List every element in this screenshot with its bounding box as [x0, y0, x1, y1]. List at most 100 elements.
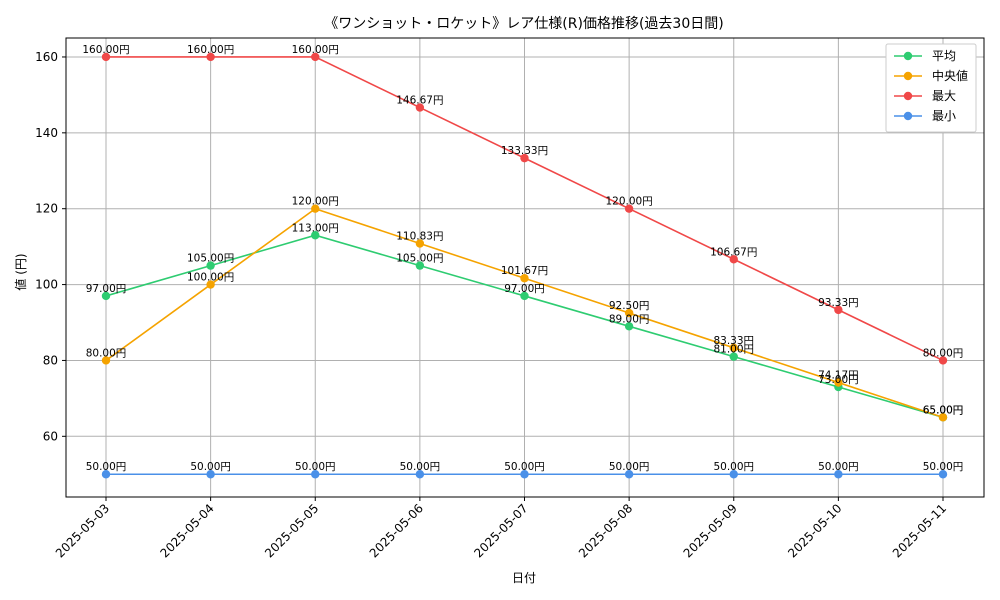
data-label: 50.00円	[818, 461, 859, 473]
data-label: 83.33円	[713, 335, 754, 347]
legend-item: 最小	[894, 109, 956, 123]
data-label: 120.00円	[606, 196, 653, 208]
series-0	[101, 231, 948, 422]
data-label: 110.83円	[396, 230, 443, 242]
data-label: 106.67円	[710, 246, 757, 258]
data-point	[311, 52, 320, 62]
data-label: 89.00円	[609, 313, 650, 325]
data-label: 80.00円	[923, 347, 964, 359]
legend-marker	[903, 51, 913, 61]
data-label: 97.00円	[86, 283, 127, 295]
data-label: 105.00円	[187, 253, 234, 265]
data-point	[206, 470, 215, 479]
data-point	[729, 470, 738, 479]
data-point	[938, 356, 948, 365]
data-label: 120.00円	[292, 196, 339, 208]
legend-marker	[903, 91, 913, 101]
data-label: 160.00円	[82, 44, 129, 56]
data-label: 50.00円	[504, 461, 545, 473]
y-tick-label: 80	[43, 353, 58, 367]
data-point	[520, 291, 529, 301]
data-label: 50.00円	[295, 461, 336, 473]
y-tick-label: 160	[35, 50, 58, 64]
data-label: 97.00円	[504, 283, 545, 295]
legend-label: 最小	[932, 109, 956, 123]
data-point	[938, 470, 948, 479]
data-point	[311, 204, 320, 213]
legend-label: 平均	[932, 49, 956, 63]
series-1	[101, 204, 948, 422]
data-point	[624, 470, 634, 479]
data-point	[206, 261, 215, 270]
legend-label: 中央値	[932, 68, 968, 83]
data-label: 50.00円	[190, 461, 231, 473]
data-label: 133.33円	[501, 145, 548, 157]
data-point	[520, 153, 529, 163]
data-label: 50.00円	[923, 461, 964, 473]
data-label: 100.00円	[187, 272, 234, 284]
data-label: 93.33円	[818, 297, 859, 309]
data-point	[834, 378, 843, 387]
data-label: 81.00円	[713, 344, 754, 356]
y-axis-ticks: 60 80 100 120 140 160	[35, 50, 66, 443]
legend-marker	[903, 111, 913, 121]
y-tick-label: 60	[43, 429, 58, 443]
data-point	[101, 356, 111, 365]
data-point	[520, 470, 529, 479]
data-label: 105.00円	[396, 253, 443, 265]
data-label: 146.67円	[396, 95, 443, 107]
data-label: 50.00円	[609, 461, 650, 473]
data-label: 80.00円	[86, 347, 127, 359]
data-point	[311, 231, 320, 240]
data-point	[206, 280, 215, 289]
data-point	[101, 470, 111, 479]
data-label: 65.00円	[923, 404, 964, 416]
data-labels-layer: 97.00円 105.00円 113.00円 105.00円 97.00円 89.00円 8…	[82, 44, 963, 473]
legend-label: 最大	[932, 89, 956, 103]
data-point	[311, 470, 320, 479]
data-point	[624, 322, 634, 331]
y-axis-title: 値 (円)	[13, 253, 28, 290]
data-label: 92.50円	[609, 300, 650, 312]
data-point	[729, 352, 738, 361]
data-point	[415, 239, 425, 248]
legend-item: 平均	[894, 49, 956, 63]
x-axis-title: 日付	[512, 571, 536, 585]
data-point	[101, 52, 111, 62]
data-point	[520, 274, 529, 283]
data-point	[415, 470, 425, 479]
legend-marker	[903, 71, 913, 81]
data-label: 113.00円	[292, 222, 339, 234]
data-point	[624, 308, 634, 318]
series-3	[101, 470, 948, 479]
chart-title: 《ワンショット・ロケット》レア仕様(R)価格推移(過去30日間)	[324, 16, 723, 32]
data-point	[101, 291, 111, 301]
y-tick-label: 120	[35, 202, 58, 216]
series-2	[101, 52, 948, 365]
y-tick-label: 140	[35, 126, 58, 140]
data-point	[415, 261, 425, 270]
data-point	[729, 255, 738, 264]
data-point	[729, 343, 738, 353]
data-point	[938, 413, 948, 422]
data-label: 160.00円	[187, 44, 234, 56]
data-point	[624, 204, 634, 213]
data-point	[834, 305, 843, 315]
data-label: 160.00円	[292, 44, 339, 56]
data-point	[206, 52, 215, 62]
data-label: 50.00円	[713, 461, 754, 473]
data-point	[834, 470, 843, 479]
data-label: 65.00円	[923, 404, 964, 416]
data-point	[415, 103, 425, 112]
legend-item: 中央値	[894, 68, 968, 83]
series-layer	[101, 52, 948, 479]
data-label: 101.67円	[501, 265, 548, 277]
legend-item: 最大	[894, 89, 956, 103]
data-label: 74.17円	[818, 370, 859, 382]
legend-box	[885, 43, 977, 133]
data-label: 73.00円	[818, 374, 859, 386]
data-label: 50.00円	[400, 461, 441, 473]
